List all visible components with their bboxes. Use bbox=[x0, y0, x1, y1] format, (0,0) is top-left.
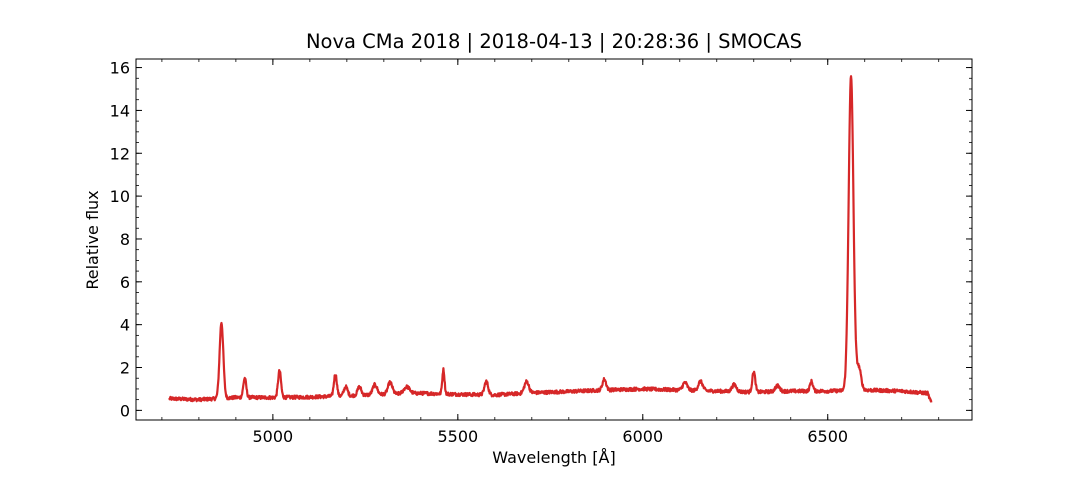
y-tick-label: 4 bbox=[120, 316, 130, 335]
y-tick-label: 0 bbox=[120, 401, 130, 420]
y-tick-label: 10 bbox=[110, 187, 130, 206]
x-tick-label: 6000 bbox=[622, 427, 663, 446]
y-tick-label: 2 bbox=[120, 359, 130, 378]
x-axis-label: Wavelength [Å] bbox=[492, 448, 615, 467]
y-tick-label: 16 bbox=[110, 59, 130, 78]
y-tick-label: 6 bbox=[120, 273, 130, 292]
y-tick-label: 8 bbox=[120, 230, 130, 249]
x-tick-label: 5000 bbox=[253, 427, 294, 446]
y-axis-label: Relative flux bbox=[83, 190, 102, 289]
chart-title: Nova CMa 2018 | 2018-04-13 | 20:28:36 | … bbox=[306, 30, 802, 53]
x-tick-label: 6500 bbox=[807, 427, 848, 446]
x-tick-label: 5500 bbox=[437, 427, 478, 446]
spectrum-line bbox=[168, 75, 933, 403]
y-tick-label: 14 bbox=[110, 101, 130, 120]
plot-frame bbox=[135, 58, 973, 421]
y-tick-label: 12 bbox=[110, 144, 130, 163]
plot-area: 5000 5500 6000 6500 0 2 4 6 8 10 12 14 16 bbox=[110, 58, 973, 446]
